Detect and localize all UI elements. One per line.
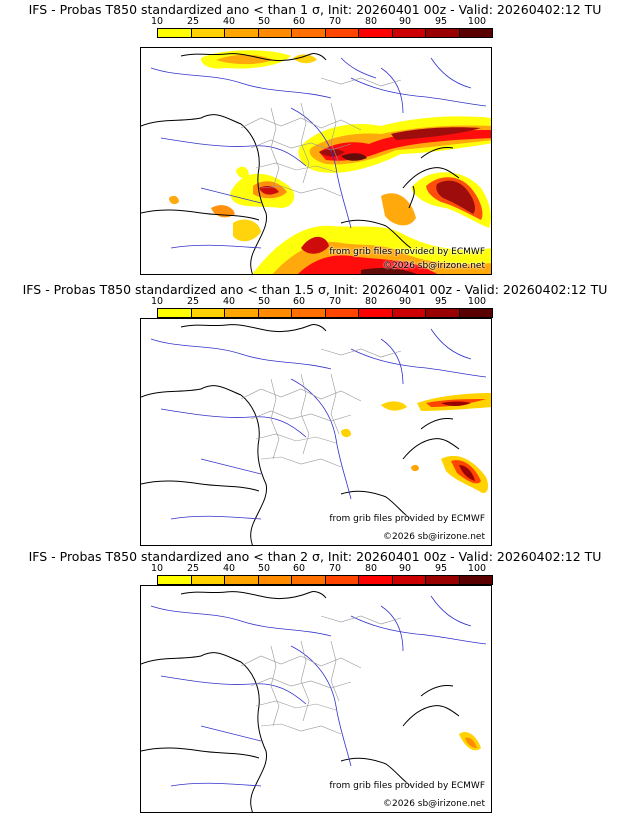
scale-swatch: [325, 309, 359, 317]
scale-tick: 90: [398, 296, 412, 307]
scale-swatch: [359, 309, 393, 317]
color-scale-bar: [157, 28, 493, 38]
scale-tick: 80: [364, 563, 378, 574]
scale-swatch: [191, 309, 225, 317]
scale-swatch: [191, 576, 225, 584]
probability-map: from grib files provided by ECMWF ©2026 …: [140, 47, 492, 275]
scale-tick: 40: [222, 296, 236, 307]
scale-swatch: [258, 29, 292, 37]
scale-swatch: [392, 29, 426, 37]
scale-tick: 60: [292, 16, 306, 27]
scale-tick: 60: [292, 563, 306, 574]
scale-tick: 70: [328, 296, 342, 307]
scale-swatch: [225, 309, 259, 317]
scale-swatch: [258, 576, 292, 584]
scale-tick: 90: [398, 16, 412, 27]
admin-borders: [240, 615, 402, 735]
panel-title: IFS - Probas T850 standardized ano < tha…: [22, 282, 608, 297]
scale-swatch: [191, 29, 225, 37]
scale-swatch: [459, 309, 492, 317]
coastlines: [141, 324, 460, 545]
scale-swatch: [158, 309, 192, 317]
scale-swatch: [292, 309, 326, 317]
scale-tick: 95: [434, 16, 448, 27]
scale-tick: 10: [150, 16, 164, 27]
map-drawing: [141, 324, 491, 545]
scale-tick: 95: [434, 563, 448, 574]
scale-swatch: [292, 29, 326, 37]
map-drawing: [141, 50, 491, 274]
panel-title: IFS - Probas T850 standardized ano < tha…: [28, 2, 602, 17]
scale-tick: 100: [467, 563, 487, 574]
scale-swatch: [225, 29, 259, 37]
scale-swatch: [392, 309, 426, 317]
color-scale-labels: 10 25 40 50 60 70 80 90 95 100: [151, 16, 493, 28]
scale-swatch: [158, 576, 192, 584]
credit-copyright: ©2026 sb@irizone.net: [383, 799, 485, 809]
probability-shading: [169, 50, 491, 274]
scale-swatch: [258, 309, 292, 317]
scale-swatch: [158, 29, 192, 37]
map-drawing: [141, 591, 487, 812]
color-scale-labels: 10 25 40 50 60 70 80 90 95 100: [151, 563, 493, 575]
credit-source: from grib files provided by ECMWF: [329, 781, 485, 791]
credit-source: from grib files provided by ECMWF: [329, 247, 485, 257]
scale-tick: 25: [186, 16, 200, 27]
color-scale-bar: [157, 575, 493, 585]
credit-copyright: ©2026 sb@irizone.net: [383, 532, 485, 542]
scale-tick: 50: [257, 563, 271, 574]
admin-borders: [240, 77, 402, 197]
scale-swatch: [359, 29, 393, 37]
rivers: [150, 595, 487, 787]
scale-swatch: [459, 576, 492, 584]
scale-swatch: [325, 29, 359, 37]
scale-swatch: [426, 576, 460, 584]
scale-tick: 100: [467, 16, 487, 27]
scale-tick: 25: [186, 296, 200, 307]
scale-tick: 70: [328, 16, 342, 27]
coastlines: [141, 591, 460, 812]
scale-tick: 40: [222, 16, 236, 27]
scale-swatch: [459, 29, 492, 37]
scale-tick: 70: [328, 563, 342, 574]
scale-swatch: [359, 576, 393, 584]
credit-source: from grib files provided by ECMWF: [329, 514, 485, 524]
credit-copyright: ©2026 sb@irizone.net: [383, 261, 485, 271]
scale-tick: 40: [222, 563, 236, 574]
scale-swatch: [426, 29, 460, 37]
scale-tick: 90: [398, 563, 412, 574]
rivers: [150, 328, 487, 520]
color-scale-labels: 10 25 40 50 60 70 80 90 95 100: [151, 296, 493, 308]
scale-tick: 10: [150, 563, 164, 574]
scale-tick: 60: [292, 296, 306, 307]
rivers: [150, 57, 487, 249]
scale-tick: 25: [186, 563, 200, 574]
scale-swatch: [225, 576, 259, 584]
probability-map: from grib files provided by ECMWF ©2026 …: [140, 585, 492, 813]
scale-tick: 50: [257, 296, 271, 307]
panel-title: IFS - Probas T850 standardized ano < tha…: [28, 549, 602, 564]
scale-tick: 100: [467, 296, 487, 307]
probability-shading: [459, 731, 481, 751]
scale-swatch: [325, 576, 359, 584]
scale-swatch: [292, 576, 326, 584]
scale-tick: 95: [434, 296, 448, 307]
scale-tick: 50: [257, 16, 271, 27]
probability-map: from grib files provided by ECMWF ©2026 …: [140, 318, 492, 546]
scale-tick: 80: [364, 16, 378, 27]
scale-tick: 10: [150, 296, 164, 307]
color-scale-bar: [157, 308, 493, 318]
coastlines: [141, 53, 460, 274]
admin-borders: [240, 348, 402, 468]
scale-tick: 80: [364, 296, 378, 307]
scale-swatch: [392, 576, 426, 584]
probability-shading: [341, 393, 491, 494]
scale-swatch: [426, 309, 460, 317]
